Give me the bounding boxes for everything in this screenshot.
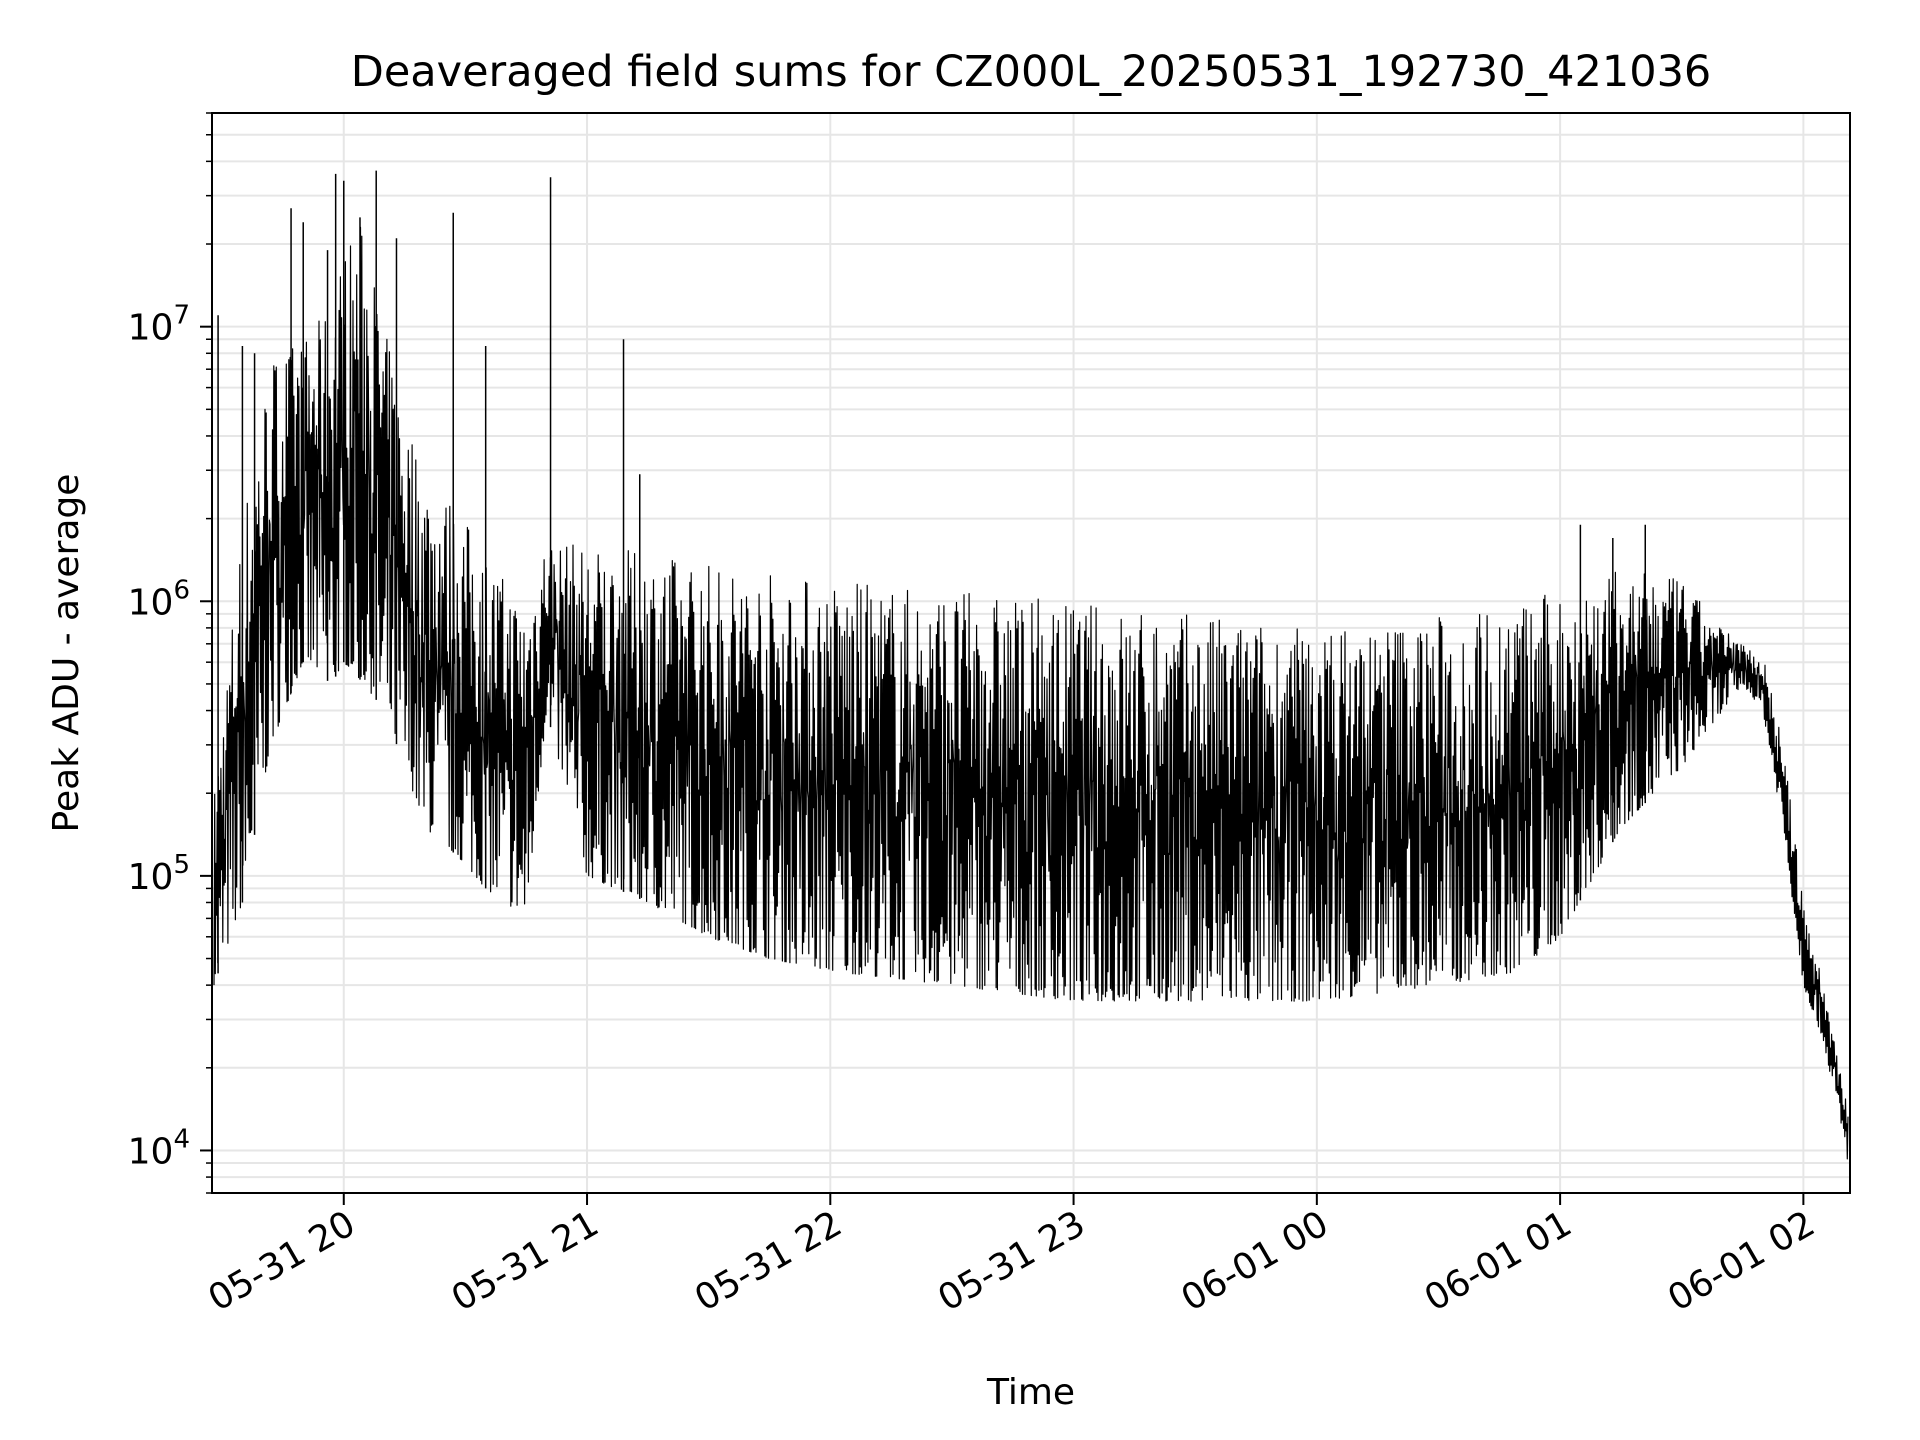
y-tick-label: 104 — [128, 1124, 190, 1172]
chart-title: Deaveraged field sums for CZ000L_2025053… — [351, 47, 1712, 97]
spike-layer — [217, 170, 1646, 974]
y-tick-label: 107 — [128, 301, 190, 349]
x-tick-label: 06-01 00 — [1175, 1203, 1336, 1319]
x-tick-label: 06-01 02 — [1661, 1203, 1822, 1319]
x-tick-label: 05-31 23 — [931, 1203, 1092, 1319]
y-tick-label: 105 — [128, 850, 190, 898]
x-axis-label: Time — [986, 1372, 1075, 1413]
x-tick-label: 05-31 22 — [688, 1203, 849, 1319]
x-tick-label: 05-31 21 — [445, 1203, 606, 1319]
y-tick-label: 106 — [128, 575, 190, 623]
x-tick-label: 05-31 20 — [202, 1203, 363, 1319]
plot-frame — [211, 112, 1851, 1194]
x-tick-label: 06-01 01 — [1418, 1203, 1579, 1319]
y-axis-label: Peak ADU - average — [46, 474, 87, 833]
